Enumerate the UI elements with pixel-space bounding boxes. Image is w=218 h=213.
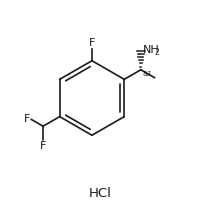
Text: F: F: [23, 114, 30, 124]
Text: 2: 2: [155, 47, 159, 57]
Text: F: F: [89, 38, 95, 48]
Text: &1: &1: [143, 71, 153, 78]
Text: F: F: [40, 141, 46, 151]
Text: NH: NH: [143, 45, 160, 55]
Text: HCl: HCl: [89, 187, 112, 200]
